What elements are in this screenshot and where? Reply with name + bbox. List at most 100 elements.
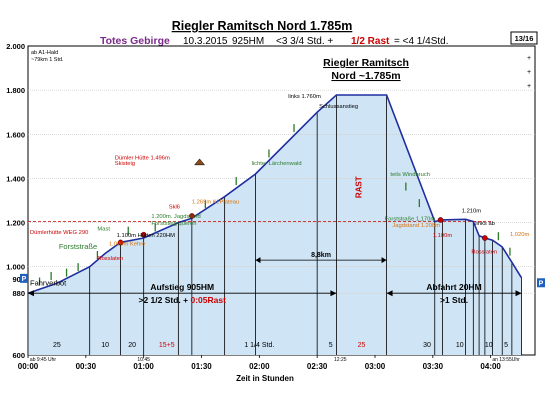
annotation-label: Forststraße 1.170m [385, 216, 436, 222]
time-stamp: 10:45 [137, 357, 150, 363]
segment-duration: 5 [504, 342, 508, 349]
annotation-label: 1.200m. Jagdstand [151, 214, 200, 220]
abfahrt-time: >1 Std. [440, 295, 468, 305]
x-tick-label: 02:30 [307, 362, 328, 371]
profile-area [28, 95, 522, 355]
waypoint-dot [437, 217, 444, 223]
summary-part-a: <3 3/4 Std. + [276, 36, 333, 47]
distance-label: 8,8km [311, 252, 331, 259]
annotation-label: Forststraße [59, 242, 97, 251]
segment-duration: 30 [423, 342, 431, 349]
annotation-label: links 1.760m [288, 94, 321, 100]
plot-area: 600 880 1.000 1.200 1.400 1.600 1.800 2.000 900 0… [6, 42, 545, 383]
start-note-2: ~79km 1 Std. [31, 57, 64, 63]
annotation-label: Rosslaten [471, 249, 497, 255]
segment-duration: 10 [101, 342, 109, 349]
region-label: Totes Gebirge [100, 35, 170, 47]
annotation-label: 1.100m Hütten 220HM [117, 233, 175, 239]
annotation-label: Dümler Hütte 1.496m [115, 156, 170, 162]
segment-duration: 10 [456, 342, 464, 349]
plus-mark: + [527, 83, 531, 90]
abfahrt-label: Abfahrt 20HM [426, 282, 481, 292]
y-tick-label: 2.000 [6, 42, 25, 51]
abfahrt-arrow-right [515, 290, 522, 297]
hm-label: 925HM [232, 36, 264, 47]
y-tick-label: 1.000 [6, 263, 25, 272]
x-tick-label: 01:30 [191, 362, 212, 371]
chart-title: Riegler Ramitsch Nord 1.785m [172, 19, 353, 33]
y-tick-label: 900 [12, 275, 25, 284]
waypoint-dot [140, 231, 147, 238]
waypoint-dot [189, 213, 195, 219]
segment-duration: 10 [485, 342, 493, 349]
page-number: 13/16 [515, 34, 534, 43]
parking-label: P [22, 276, 27, 283]
annotation-label: 1.210m [462, 209, 482, 215]
annotation-label: Mast [97, 226, 110, 232]
segment-duration: 1 1/4 Std. [244, 342, 274, 349]
x-tick-label: 02:00 [249, 362, 270, 371]
segment-duration: 25 [358, 342, 366, 349]
time-stamp: an 13:55Uhr [492, 357, 520, 363]
time-stamp: ab 9:45 Uhr [30, 357, 56, 363]
annotation-label: 1.020m Kehre [109, 242, 145, 248]
start-note-1: ab A1-Hald [31, 50, 58, 56]
annotation-label: Rosslaten [97, 256, 123, 262]
aufstieg-rast-text: 0:05Rast [190, 295, 226, 305]
segment-duration: 15+5 [159, 342, 175, 349]
aufstieg-arrow-right [330, 290, 337, 297]
abfahrt-arrow-left [386, 290, 393, 297]
summary-part-b: = <4 1/4Std. [394, 36, 449, 47]
parking-icon [537, 278, 545, 288]
segment-duration: 25 [53, 342, 61, 349]
annotation-label: Schlussanstieg [319, 104, 358, 110]
waypoint-dot [482, 235, 488, 241]
page-number-box [510, 31, 538, 45]
summit-label-line1: Riegler Ramitsch [323, 57, 409, 69]
plus-mark: + [527, 55, 531, 62]
x-axis-label: Zeit in Stunden [236, 374, 294, 383]
x-tick-label: 00:00 [18, 362, 39, 371]
aufstieg-time-text: >2 1/2 Std. + [139, 295, 191, 305]
annotation-label: Fahrverbot [30, 278, 67, 287]
annotation-label: teils Windbruch [390, 172, 430, 178]
segment-duration: 5 [329, 342, 333, 349]
summary-rast: 1/2 Rast [351, 36, 390, 47]
annotation-label: Dümlerhütte WEG 290 [30, 230, 88, 236]
annotation-label: Skl6 [169, 205, 180, 211]
summit-label-line2: Nord ~1.785m [331, 70, 400, 82]
x-tick-label: 03:00 [365, 362, 386, 371]
y-tick-label: 1.800 [6, 86, 25, 95]
annotation-label: Jagdstand 1.208m [392, 223, 440, 229]
time-stamp: 12:25 [334, 357, 347, 363]
x-tick-label: 03:30 [423, 362, 444, 371]
rast-label: RAST [355, 176, 364, 198]
aufstieg-arrow-left [28, 290, 34, 297]
annotation-label: links ab [475, 221, 495, 227]
waypoint-dot [117, 239, 124, 246]
y-tick-label: 1.600 [6, 130, 25, 139]
annotation-label: Forststeig queren [151, 221, 196, 227]
annotation-label: 1.100m [433, 233, 453, 239]
segment-duration: 20 [128, 342, 136, 349]
annotation-label: 1.269m Kl.Plateau [192, 199, 239, 205]
x-tick-label: 00:30 [76, 362, 97, 371]
hut-icon [194, 158, 206, 166]
parking-label: P [539, 280, 544, 287]
annotation-label: 1.020m [510, 232, 530, 238]
annotation-label: lichter Lärchenwald [252, 161, 302, 167]
distance-arrow-right [381, 257, 387, 264]
y-tick-label: 1.200 [6, 219, 25, 228]
x-tick-label: 01:00 [133, 362, 154, 371]
plus-mark: + [527, 69, 531, 76]
annotation-label: Skisteig [115, 161, 135, 167]
chart-header: Riegler Ramitsch Nord 1.785m Totes Gebir… [31, 19, 538, 82]
distance-arrow-left [255, 257, 261, 264]
date-label: 10.3.2015 [183, 36, 228, 47]
y-tick-label: 1.400 [6, 174, 25, 183]
y-tick-label: 600 [12, 351, 25, 360]
x-tick-label: 04:00 [480, 362, 501, 371]
y-tick-label: 880 [12, 289, 25, 298]
aufstieg-label: Aufstieg 905HM [150, 282, 214, 292]
